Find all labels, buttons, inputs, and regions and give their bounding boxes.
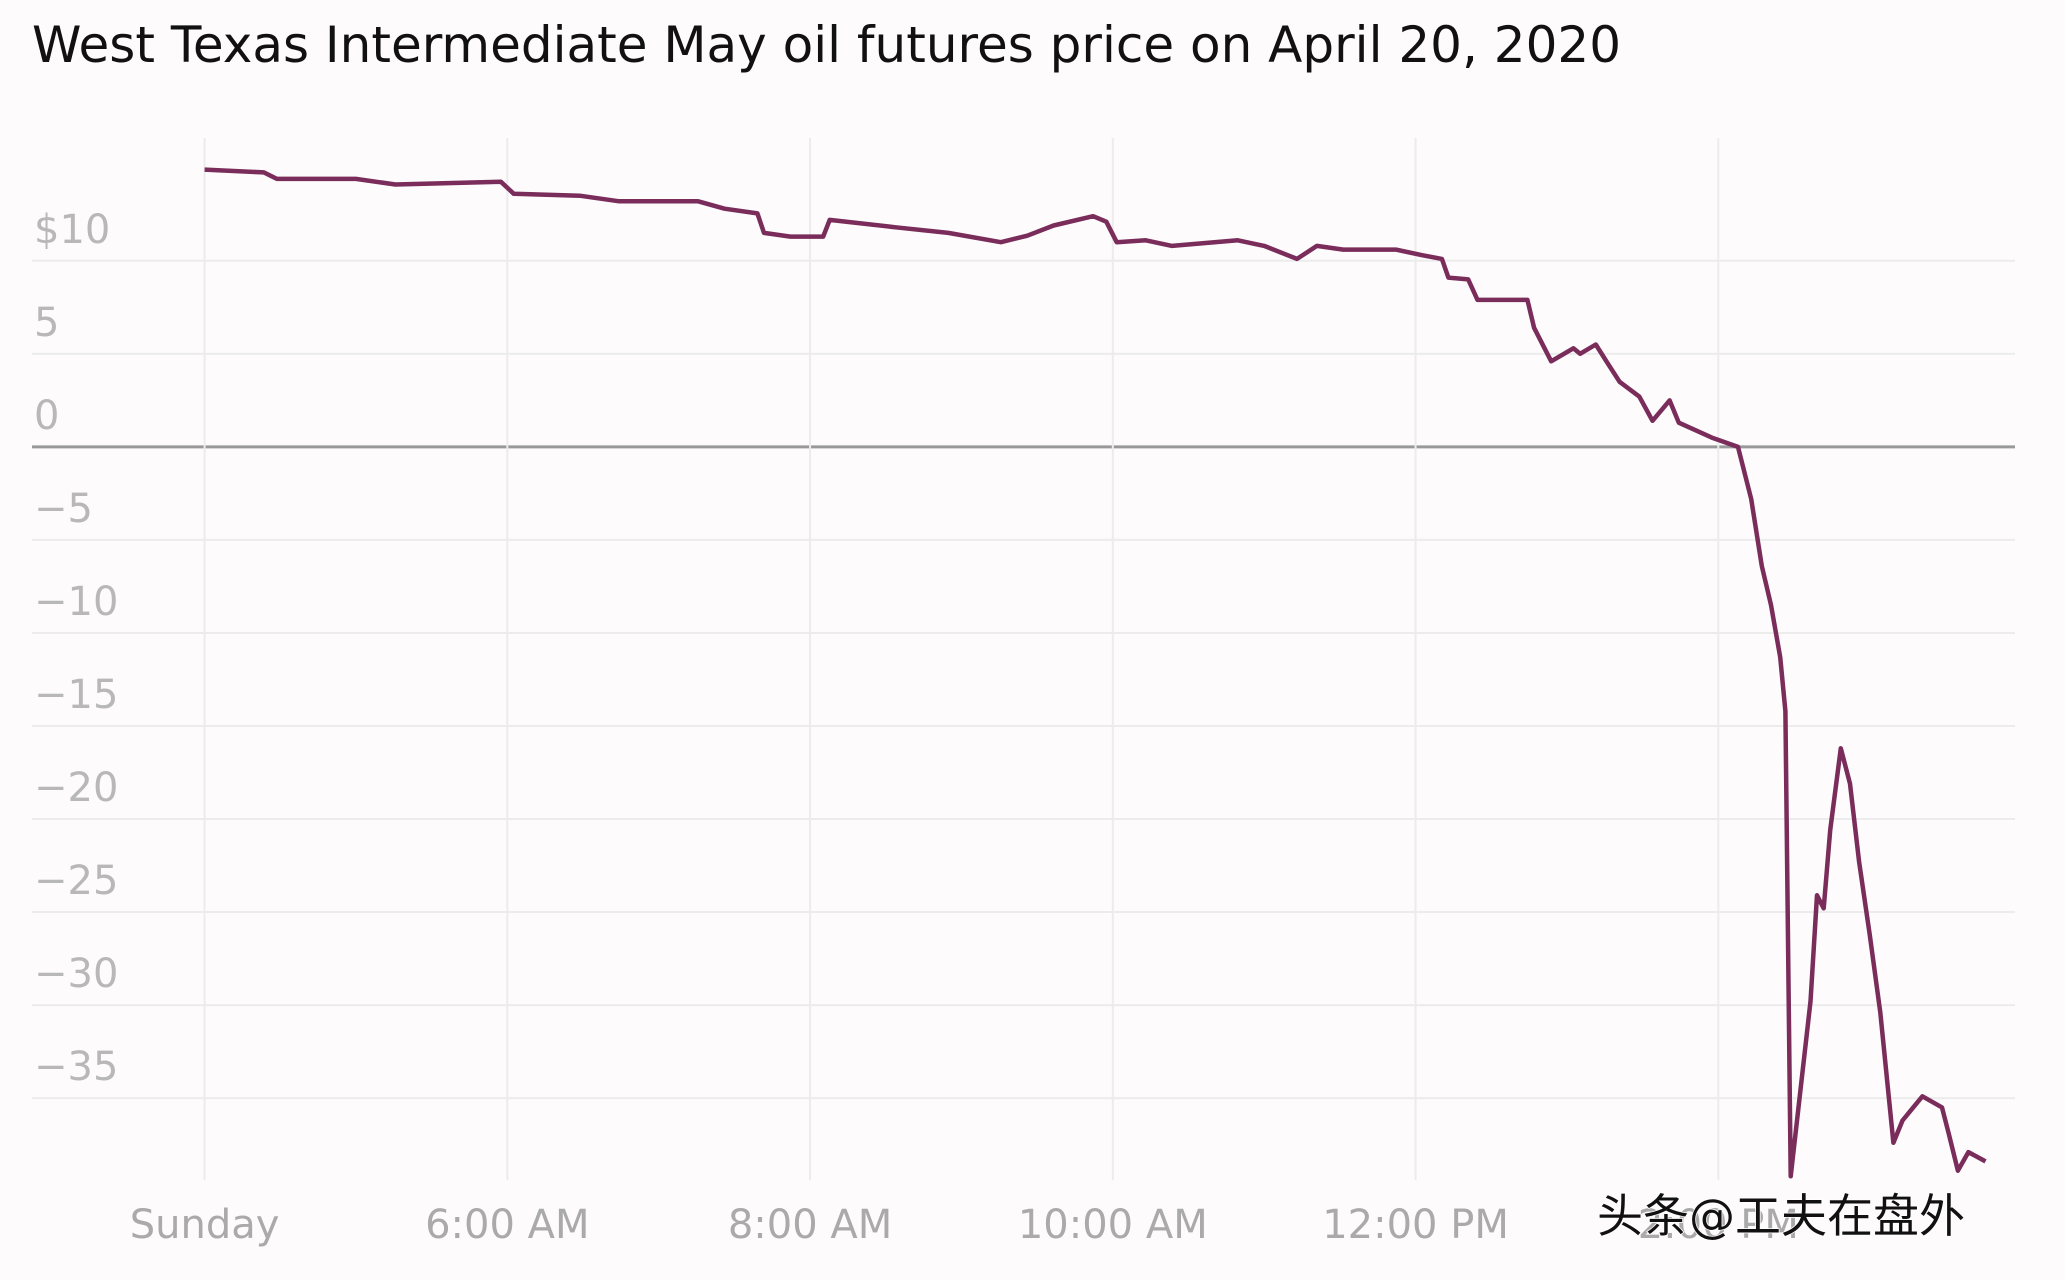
y-tick-label: $10: [34, 207, 110, 253]
y-tick-label: −10: [34, 579, 118, 625]
price-line: [204, 167, 1987, 1179]
x-tick-label: 2:00 PM: [1638, 1202, 1799, 1248]
y-tick-label: 0: [34, 393, 59, 439]
y-tick-label: −5: [34, 486, 93, 532]
y-tick-label: −20: [34, 765, 118, 811]
y-tick-label: −30: [34, 951, 118, 997]
watermark: 头条@工夫在盘外: [1597, 1189, 1965, 1243]
y-tick-label: 5: [34, 300, 59, 346]
y-tick-label: −35: [34, 1044, 118, 1090]
x-tick-label: 12:00 PM: [1322, 1202, 1509, 1248]
x-tick-label: Sunday: [130, 1202, 280, 1248]
x-tick-label: 10:00 AM: [1018, 1202, 1208, 1248]
chart-title: West Texas Intermediate May oil futures …: [32, 16, 1621, 74]
y-tick-label: −15: [34, 672, 118, 718]
y-tick-label: −25: [34, 858, 118, 904]
x-tick-label: 8:00 AM: [728, 1202, 892, 1248]
x-tick-label: 6:00 AM: [425, 1202, 589, 1248]
